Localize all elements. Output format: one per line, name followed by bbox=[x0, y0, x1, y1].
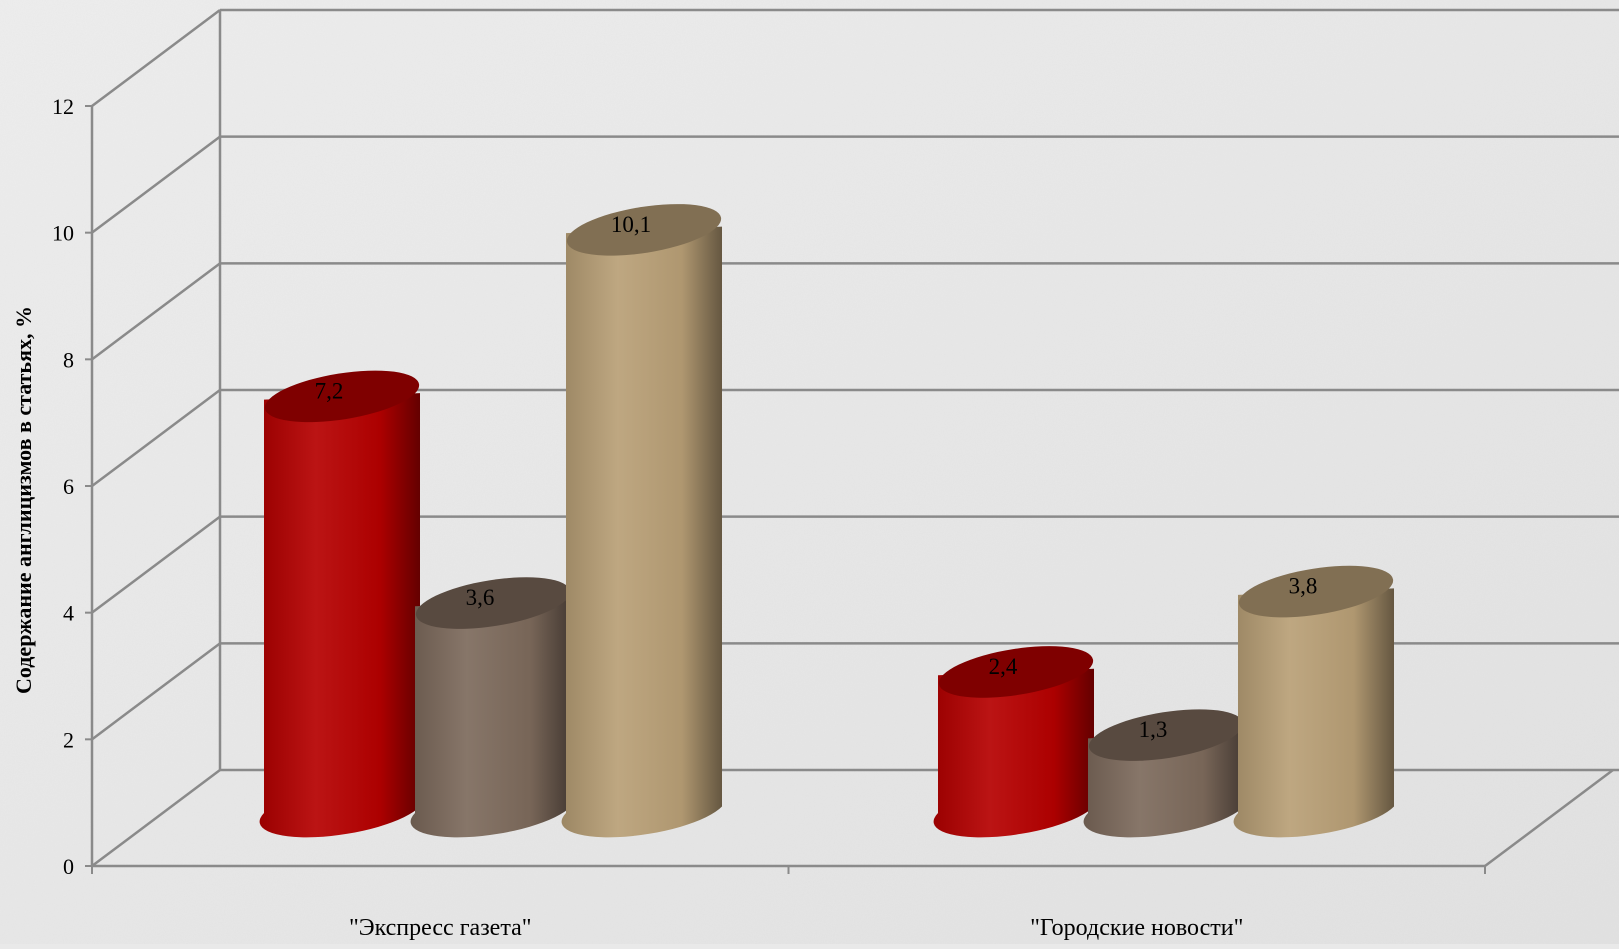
bar-top bbox=[1088, 709, 1244, 761]
y-tick-label: 6 bbox=[63, 474, 74, 499]
bar-body bbox=[1233, 588, 1394, 838]
bar-top bbox=[264, 370, 420, 423]
data-label: 7,2 bbox=[315, 378, 344, 403]
gridline-depth bbox=[91, 769, 221, 867]
y-tick-label: 0 bbox=[63, 854, 74, 879]
y-tick-label: 4 bbox=[63, 601, 74, 626]
data-label: 10,1 bbox=[611, 212, 651, 237]
bar bbox=[1233, 565, 1394, 838]
gridline-depth bbox=[91, 135, 221, 234]
y-tick-label: 8 bbox=[63, 347, 74, 372]
data-label: 3,6 bbox=[466, 585, 495, 610]
data-label: 1,3 bbox=[1139, 717, 1168, 742]
x-tick-label: "Городские новости" bbox=[1030, 915, 1243, 941]
bar bbox=[933, 646, 1094, 838]
bar bbox=[561, 204, 722, 838]
bar-top bbox=[415, 577, 571, 629]
bar-top bbox=[938, 646, 1094, 698]
gridline-depth bbox=[91, 389, 221, 487]
bar bbox=[410, 577, 571, 838]
bar bbox=[259, 370, 420, 838]
data-label: 3,8 bbox=[1289, 574, 1318, 599]
gridline-depth bbox=[91, 262, 221, 361]
floor-right-edge bbox=[1484, 769, 1614, 867]
bar-body bbox=[933, 668, 1094, 838]
bar-body bbox=[561, 226, 722, 838]
data-label: 2,4 bbox=[989, 654, 1018, 679]
y-tick-label: 10 bbox=[52, 221, 74, 246]
y-tick-label: 2 bbox=[63, 727, 74, 752]
gridline-depth bbox=[91, 9, 221, 107]
bar-top bbox=[566, 204, 722, 256]
gridline-depth bbox=[91, 515, 221, 614]
gridline-depth bbox=[91, 642, 221, 741]
y-axis-title: Содержание англицизмов в статьях, % bbox=[11, 306, 36, 694]
bar-body bbox=[259, 393, 420, 838]
bar-body bbox=[410, 599, 571, 838]
y-tick-label: 12 bbox=[52, 94, 74, 119]
bar-top bbox=[1238, 565, 1394, 618]
bar bbox=[1083, 709, 1244, 838]
x-tick-label: "Экспресс газета" bbox=[349, 915, 532, 941]
